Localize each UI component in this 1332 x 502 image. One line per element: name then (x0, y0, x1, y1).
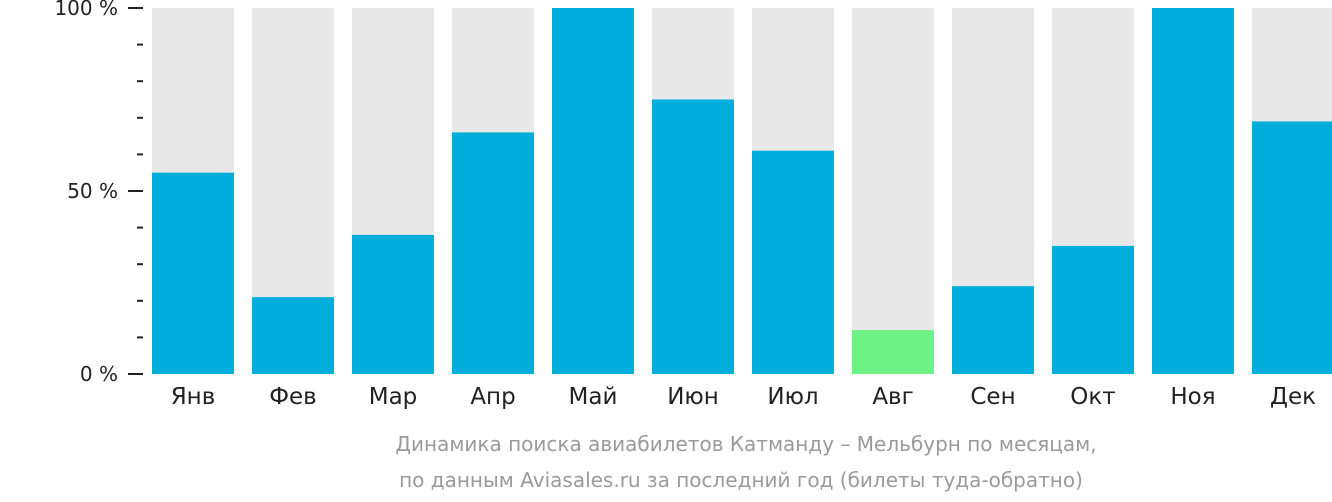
x-tick-label: Фев (269, 384, 317, 410)
y-tick-label: 100 % (54, 0, 118, 20)
bar-Мар (352, 234, 434, 374)
caption-line-1: Динамика поиска авиабилетов Катманду – М… (395, 432, 1096, 456)
bars (152, 8, 1332, 375)
chart-caption: Динамика поиска авиабилетов Катманду – М… (395, 432, 1096, 492)
x-tick-label: Мар (369, 384, 418, 410)
x-tick-label: Июн (667, 384, 719, 410)
x-tick-label: Июл (767, 384, 818, 410)
bar-Май (552, 8, 634, 374)
bar-Июн (652, 99, 734, 374)
bar-Сен (952, 286, 1034, 374)
x-tick-label: Янв (171, 384, 216, 410)
x-tick-label: Дек (1270, 384, 1316, 410)
x-tick-label: Май (569, 384, 618, 410)
bar-Июл (752, 150, 834, 374)
x-tick-label: Апр (470, 384, 515, 410)
y-axis: 0 % 50 % 100 % (54, 0, 143, 386)
y-tick-label: 0 % (80, 362, 118, 386)
x-tick-label: Ноя (1170, 384, 1215, 410)
bar-Апр (452, 132, 534, 374)
caption-line-2: по данным Aviasales.ru за последний год … (399, 468, 1083, 492)
x-axis-labels: Янв Фев Мар Апр Май Июн Июл Авг Сен Окт Ноя Дек (171, 384, 1316, 410)
bar-Ноя (1152, 8, 1234, 374)
x-tick-label: Сен (970, 384, 1015, 410)
y-tick-label: 50 % (67, 179, 118, 203)
bar-Янв (152, 172, 234, 374)
bar-track (852, 8, 934, 374)
bar-Фев (252, 297, 334, 374)
x-tick-label: Авг (872, 384, 913, 410)
bar-Дек (1252, 121, 1332, 375)
bar-Авг (852, 330, 934, 374)
bar-Окт (1052, 245, 1134, 374)
x-tick-label: Окт (1070, 384, 1115, 410)
